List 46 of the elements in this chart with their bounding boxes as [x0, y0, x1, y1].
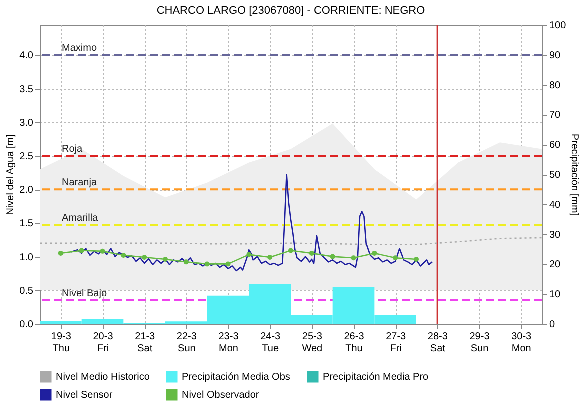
x-tick-label: 27-3 Fri	[386, 332, 407, 354]
y-tick-label: 3.0	[20, 118, 34, 129]
y-tick-label: 2.0	[20, 185, 34, 196]
y2-tick-label: 0	[550, 320, 556, 330]
y2-tick-label: 100	[550, 20, 567, 32]
ref-line-label: Roja	[62, 144, 84, 156]
x-tick-label: 25-3 Wed	[302, 332, 323, 354]
y2-tick-label: 40	[550, 200, 562, 211]
y-tick-label: 1.0	[20, 252, 34, 264]
y2-tick-label: 10	[550, 290, 562, 301]
legend-label: Nivel Observador	[182, 390, 260, 401]
y-axis-title: Nivel del Agua [m]	[6, 134, 17, 216]
y-tick-label: 0.0	[20, 320, 34, 330]
y-tick-label: 1.5	[20, 218, 34, 230]
y2-tick-label: 30	[550, 230, 562, 241]
ref-line-label: Nivel Bajo	[62, 288, 108, 300]
y2-tick-label: 50	[550, 170, 562, 181]
y-tick-label: 2.5	[20, 152, 34, 163]
y2-tick-label: 80	[550, 80, 562, 92]
y-tick-label: 4.0	[20, 50, 34, 62]
x-tick-label: 24-3 Tue	[260, 332, 282, 354]
x-tick-label: 30-3 Mon	[512, 332, 532, 354]
x-tick-label: 26-3 Thu	[344, 332, 365, 354]
ref-line-label: Maximo	[62, 43, 98, 54]
chart-title: CHARCO LARGO [23067080] - CORRIENTE: NEGRO	[156, 5, 426, 17]
y-tick-label: 0.5	[20, 286, 34, 297]
y2-tick-label: 90	[550, 50, 562, 62]
ref-line-label: Amarilla	[62, 213, 99, 224]
x-tick-label: 29-3 Sun	[470, 332, 490, 354]
legend-label: Precipitación Media Pro	[323, 372, 430, 383]
line-series	[39, 237, 543, 246]
y2-tick-label: 70	[550, 110, 562, 122]
legend-label: Nivel Medio Historico	[56, 372, 150, 383]
y2-axis-title: Precipitación [mm]	[569, 134, 580, 216]
x-tick-label: 22-3 Sun	[176, 332, 198, 354]
y2-tick-label: 20	[550, 260, 562, 271]
y-tick-label: 3.5	[20, 84, 34, 96]
x-tick-label: 19-3 Thu	[51, 332, 72, 354]
x-tick-label: 23-3 Mon	[218, 332, 240, 354]
x-tick-label: 21-3 Sat	[135, 332, 156, 354]
y2-tick-label: 60	[550, 140, 562, 152]
x-tick-label: 20-3 Fri	[93, 332, 114, 354]
legend-label: Precipitación Media Obs	[182, 372, 290, 383]
x-tick-label: 28-3 Sat	[428, 332, 448, 354]
ref-line-label: Naranja	[62, 178, 98, 189]
legend-label: Nivel Sensor	[56, 390, 114, 401]
